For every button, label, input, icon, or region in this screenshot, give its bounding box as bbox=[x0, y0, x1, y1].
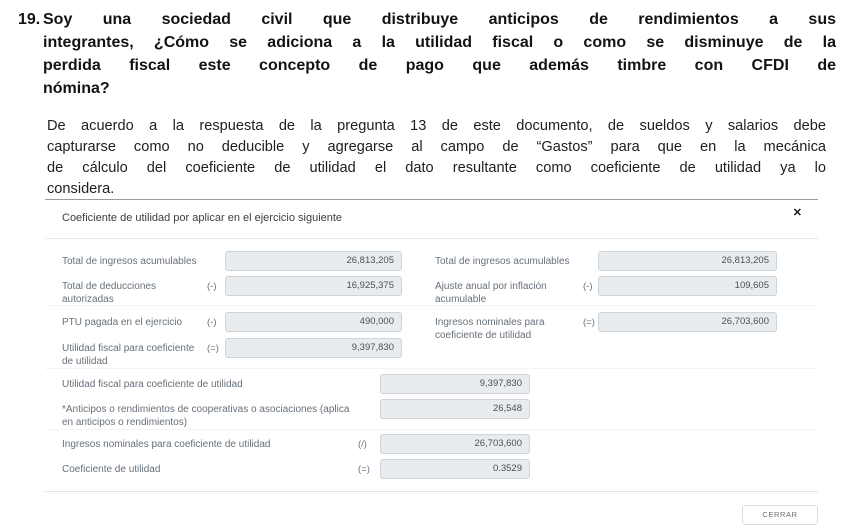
field-operator bbox=[358, 374, 380, 379]
ingresos-nominales-resumen-input[interactable]: 26,703,600 bbox=[380, 434, 530, 454]
question-line: perdida fiscal este concepto de pago que… bbox=[43, 57, 836, 74]
field-label: Ingresos nominales para coeficiente de u… bbox=[435, 317, 545, 341]
field-operator: (-) bbox=[583, 281, 593, 292]
group-divider bbox=[45, 429, 818, 430]
cerrar-button[interactable]: CERRAR bbox=[742, 505, 818, 525]
field-operator: (/) bbox=[358, 439, 367, 450]
field-row: Ingresos nominales para coeficiente de u… bbox=[435, 312, 777, 342]
field-operator bbox=[207, 251, 225, 256]
utilidad-fiscal-coeficiente-input[interactable]: 9,397,830 bbox=[225, 338, 402, 358]
utilidad-fiscal-resumen-input[interactable]: 9,397,830 bbox=[380, 374, 530, 394]
answer-line: de cálculo del coeficiente de utilidad e… bbox=[47, 160, 826, 176]
question-line: Soy una sociedad civil que distribuye an… bbox=[43, 11, 836, 28]
answer-line: capturarse como no deducible y agregarse… bbox=[47, 139, 826, 155]
field-label: Total de deducciones autorizadas bbox=[62, 281, 156, 305]
field-row: PTU pagada en el ejercicio (-) 490,000 bbox=[62, 312, 402, 332]
question-block: 19. Soy una sociedad civil que distribuy… bbox=[18, 8, 836, 100]
field-label: Utilidad fiscal para coeficiente de util… bbox=[62, 379, 243, 390]
field-operator bbox=[583, 251, 598, 256]
field-row: Coeficiente de utilidad (=) 0.3529 bbox=[62, 459, 530, 479]
anticipos-rendimientos-input[interactable]: 26,548 bbox=[380, 399, 530, 419]
field-operator: (=) bbox=[207, 343, 219, 354]
ingresos-nominales-input[interactable]: 26,703,600 bbox=[598, 312, 777, 332]
total-ingresos-acumulables-input-2[interactable]: 26,813,205 bbox=[598, 251, 777, 271]
field-label: *Anticipos o rendimientos de cooperativa… bbox=[62, 404, 350, 428]
answer-line: considera. bbox=[47, 181, 115, 197]
field-label: Utilidad fiscal para coeficiente de util… bbox=[62, 343, 195, 367]
close-icon[interactable]: ✕ bbox=[792, 207, 802, 219]
question-line: nómina? bbox=[43, 80, 110, 97]
header-divider bbox=[45, 238, 818, 239]
group-divider bbox=[45, 368, 818, 369]
coefficient-modal: Coeficiente de utilidad por aplicar en e… bbox=[45, 199, 818, 531]
modal-title: Coeficiente de utilidad por aplicar en e… bbox=[62, 212, 343, 224]
field-operator: (-) bbox=[207, 281, 217, 292]
field-row: Utilidad fiscal para coeficiente de util… bbox=[62, 374, 530, 394]
answer-paragraph: De acuerdo a la respuesta de la pregunta… bbox=[47, 116, 826, 200]
question-line: integrantes, ¿Cómo se adiciona a la util… bbox=[43, 34, 836, 51]
answer-line: De acuerdo a la respuesta de la pregunta… bbox=[47, 118, 826, 134]
field-operator: (=) bbox=[358, 464, 370, 475]
field-row: Ingresos nominales para coeficiente de u… bbox=[62, 434, 530, 454]
field-label: Total de ingresos acumulables bbox=[62, 256, 197, 267]
field-row: Utilidad fiscal para coeficiente de util… bbox=[62, 338, 402, 368]
field-label: Coeficiente de utilidad bbox=[62, 464, 161, 475]
question-number: 19. bbox=[18, 11, 41, 28]
coeficiente-utilidad-input[interactable]: 0.3529 bbox=[380, 459, 530, 479]
field-label: Ajuste anual por inflación acumulable bbox=[435, 281, 547, 305]
field-row: *Anticipos o rendimientos de cooperativa… bbox=[62, 399, 530, 429]
field-row: Total de deducciones autorizadas (-) 16,… bbox=[62, 276, 402, 306]
field-operator bbox=[358, 399, 380, 404]
ptu-pagada-input[interactable]: 490,000 bbox=[225, 312, 402, 332]
field-operator: (=) bbox=[583, 317, 595, 328]
ajuste-anual-inflacion-input[interactable]: 109,605 bbox=[598, 276, 777, 296]
field-label: PTU pagada en el ejercicio bbox=[62, 317, 183, 328]
field-label: Total de ingresos acumulables bbox=[435, 256, 570, 267]
question-text: Soy una sociedad civil que distribuye an… bbox=[43, 8, 836, 100]
field-row: Total de ingresos acumulables 26,813,205 bbox=[62, 251, 402, 271]
field-operator: (-) bbox=[207, 317, 217, 328]
field-row: Ajuste anual por inflación acumulable (-… bbox=[435, 276, 777, 306]
group-divider bbox=[45, 305, 818, 306]
field-label: Ingresos nominales para coeficiente de u… bbox=[62, 439, 271, 450]
field-row: Total de ingresos acumulables 26,813,205 bbox=[435, 251, 777, 271]
total-ingresos-acumulables-input[interactable]: 26,813,205 bbox=[225, 251, 402, 271]
footer-divider bbox=[45, 491, 818, 492]
total-deducciones-autorizadas-input[interactable]: 16,925,375 bbox=[225, 276, 402, 296]
